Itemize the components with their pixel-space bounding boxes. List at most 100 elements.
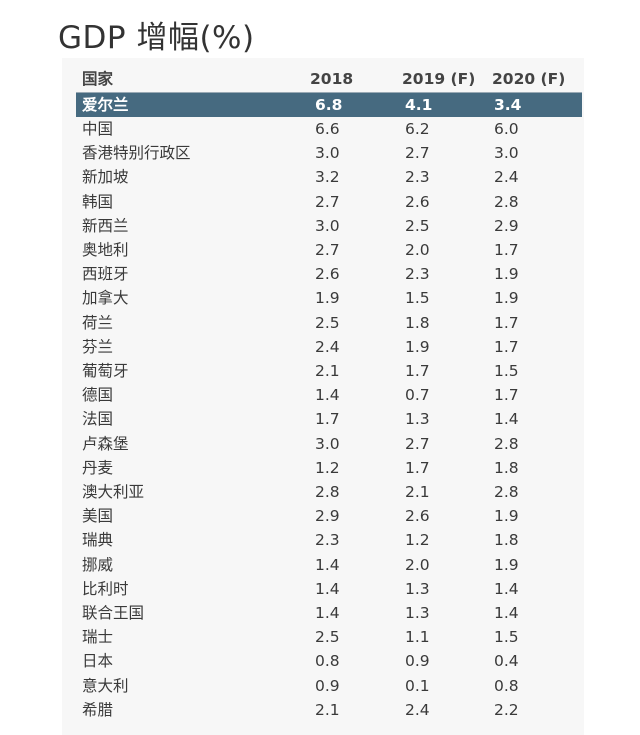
value-2020-cell: 2.8 [494, 434, 519, 453]
value-2019-cell: 2.7 [405, 434, 430, 453]
value-2020-cell: 0.8 [494, 676, 519, 695]
table-row-highlighted: 爱尔兰 6.8 4.1 3.4 [76, 92, 582, 117]
table-row: 西班牙 2.6 2.3 1.9 [76, 262, 582, 286]
value-2020-cell: 1.4 [494, 410, 519, 429]
value-2018-cell: 0.8 [315, 652, 340, 671]
value-2020-cell: 1.5 [494, 628, 519, 647]
table-row: 丹麦 1.2 1.7 1.8 [76, 456, 582, 480]
table-row: 日本 0.8 0.9 0.4 [76, 649, 582, 673]
value-2019-cell: 2.3 [405, 168, 430, 187]
value-2018-cell: 0.9 [315, 676, 340, 695]
value-2018-cell: 1.4 [315, 555, 340, 574]
value-2018-cell: 2.6 [315, 265, 340, 284]
table-row: 德国 1.4 0.7 1.7 [76, 383, 582, 407]
value-2019-cell: 1.3 [405, 604, 430, 623]
table-panel [62, 58, 584, 735]
value-2019-cell: 1.2 [405, 531, 430, 550]
value-2018-cell: 2.5 [315, 313, 340, 332]
table-body: 爱尔兰 6.8 4.1 3.4 中国 6.6 6.2 6.0 香港特别行政区 3.0 2.7 3.0 新… [76, 92, 582, 723]
value-2020-cell: 3.4 [494, 96, 522, 114]
column-header-country: 国家 [82, 70, 114, 88]
column-header-2020: 2020 (F) [492, 70, 566, 88]
country-cell: 荷兰 [82, 313, 114, 332]
value-2020-cell: 1.4 [494, 579, 519, 598]
value-2019-cell: 2.7 [405, 144, 430, 163]
value-2020-cell: 2.8 [494, 192, 519, 211]
value-2020-cell: 1.4 [494, 604, 519, 623]
table-row: 中国 6.6 6.2 6.0 [76, 117, 582, 141]
value-2018-cell: 3.0 [315, 144, 340, 163]
value-2020-cell: 3.0 [494, 144, 519, 163]
value-2020-cell: 2.2 [494, 700, 519, 719]
value-2019-cell: 2.1 [405, 483, 430, 502]
country-cell: 中国 [82, 120, 114, 138]
value-2020-cell: 1.7 [494, 241, 519, 260]
table-row: 瑞士 2.5 1.1 1.5 [76, 625, 582, 649]
value-2020-cell: 1.7 [494, 313, 519, 332]
table-row: 新加坡 3.2 2.3 2.4 [76, 165, 582, 189]
value-2018-cell: 2.8 [315, 483, 340, 502]
country-cell: 芬兰 [82, 337, 114, 356]
table-row: 芬兰 2.4 1.9 1.7 [76, 335, 582, 359]
table-row: 法国 1.7 1.3 1.4 [76, 407, 582, 431]
value-2020-cell: 6.0 [494, 120, 519, 138]
value-2019-cell: 2.6 [405, 192, 430, 211]
country-cell: 挪威 [82, 555, 114, 574]
value-2018-cell: 3.0 [315, 216, 340, 235]
table-row: 美国 2.9 2.6 1.9 [76, 504, 582, 528]
value-2018-cell: 1.4 [315, 604, 340, 623]
value-2020-cell: 1.8 [494, 458, 519, 477]
country-cell: 澳大利亚 [82, 483, 145, 502]
value-2018-cell: 2.5 [315, 628, 340, 647]
value-2019-cell: 1.1 [405, 628, 430, 647]
value-2019-cell: 2.5 [405, 216, 430, 235]
table-row: 加拿大 1.9 1.5 1.9 [76, 286, 582, 310]
value-2019-cell: 1.7 [405, 362, 430, 381]
table-row: 卢森堡 3.0 2.7 2.8 [76, 432, 582, 456]
value-2018-cell: 6.8 [315, 96, 343, 114]
value-2019-cell: 2.0 [405, 241, 430, 260]
value-2020-cell: 2.4 [494, 168, 519, 187]
table-row: 奥地利 2.7 2.0 1.7 [76, 238, 582, 262]
country-cell: 意大利 [82, 676, 129, 695]
value-2020-cell: 1.9 [494, 555, 519, 574]
table-row: 挪威 1.4 2.0 1.9 [76, 553, 582, 577]
value-2018-cell: 2.1 [315, 362, 340, 381]
table-header-row: 国家 2018 2019 (F) 2020 (F) [76, 66, 582, 93]
country-cell: 新加坡 [82, 168, 129, 187]
value-2018-cell: 2.9 [315, 507, 340, 526]
value-2020-cell: 1.5 [494, 362, 519, 381]
table-row: 荷兰 2.5 1.8 1.7 [76, 311, 582, 335]
value-2018-cell: 2.3 [315, 531, 340, 550]
value-2018-cell: 1.4 [315, 579, 340, 598]
value-2018-cell: 1.2 [315, 458, 340, 477]
country-cell: 奥地利 [82, 241, 129, 260]
country-cell: 丹麦 [82, 458, 114, 477]
table-row: 葡萄牙 2.1 1.7 1.5 [76, 359, 582, 383]
value-2019-cell: 2.6 [405, 507, 430, 526]
value-2020-cell: 1.9 [494, 289, 519, 308]
value-2019-cell: 1.3 [405, 410, 430, 429]
value-2018-cell: 1.4 [315, 386, 340, 405]
value-2019-cell: 6.2 [405, 120, 430, 138]
column-header-2019: 2019 (F) [402, 70, 476, 88]
value-2020-cell: 2.9 [494, 216, 519, 235]
table-row: 联合王国 1.4 1.3 1.4 [76, 601, 582, 625]
country-cell: 德国 [82, 386, 114, 405]
country-cell: 韩国 [82, 192, 114, 211]
value-2018-cell: 2.4 [315, 337, 340, 356]
value-2020-cell: 1.9 [494, 265, 519, 284]
table-row: 新西兰 3.0 2.5 2.9 [76, 214, 582, 238]
value-2018-cell: 6.6 [315, 120, 340, 138]
country-cell: 卢森堡 [82, 434, 129, 453]
country-cell: 比利时 [82, 579, 129, 598]
value-2019-cell: 4.1 [405, 96, 433, 114]
value-2019-cell: 0.9 [405, 652, 430, 671]
value-2018-cell: 1.9 [315, 289, 340, 308]
value-2018-cell: 3.2 [315, 168, 340, 187]
country-cell: 新西兰 [82, 216, 129, 235]
value-2019-cell: 0.7 [405, 386, 430, 405]
chart-title: GDP 增幅(%) [58, 20, 255, 56]
table-row: 瑞典 2.3 1.2 1.8 [76, 528, 582, 552]
table-row: 澳大利亚 2.8 2.1 2.8 [76, 480, 582, 504]
